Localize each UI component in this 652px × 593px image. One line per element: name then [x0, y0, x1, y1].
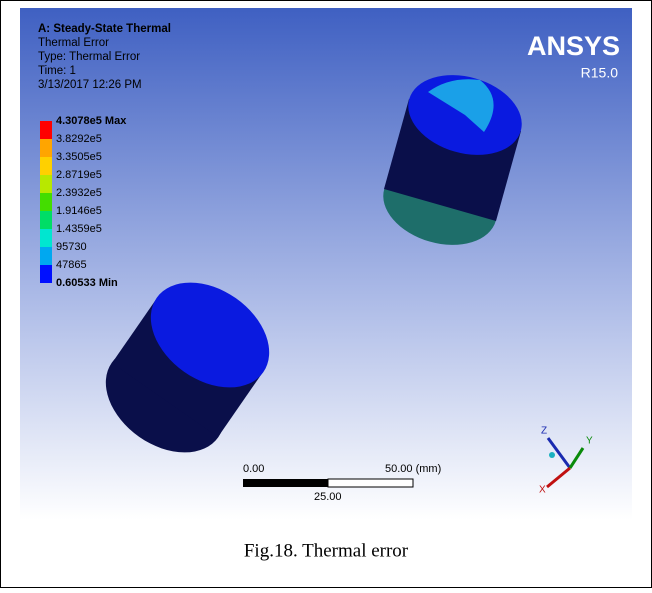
- page: A: Steady-State Thermal Thermal Error Ty…: [0, 0, 652, 588]
- scale-bar-dark: [243, 479, 328, 487]
- axis-label: Y: [586, 436, 593, 447]
- legend-swatch: [40, 175, 52, 193]
- logo: ANSYS: [527, 31, 620, 61]
- axis-label: Z: [541, 426, 547, 437]
- scale-label: 25.00: [314, 491, 342, 503]
- scale-bar-light: [328, 479, 413, 487]
- header-line: Time: 1: [38, 65, 76, 77]
- caption: Fig.18. Thermal error: [244, 540, 409, 561]
- legend-label: 47865: [56, 259, 87, 271]
- legend-swatch: [40, 229, 52, 247]
- version: R15.0: [581, 65, 619, 81]
- header-line: Type: Thermal Error: [38, 51, 140, 63]
- legend-swatch: [40, 265, 52, 283]
- legend-label: 2.8719e5: [56, 169, 102, 181]
- legend-min: 0.60533 Min: [56, 277, 118, 289]
- legend-swatch: [40, 211, 52, 229]
- legend-swatch: [40, 121, 52, 139]
- legend-swatch: [40, 247, 52, 265]
- header-line: Thermal Error: [38, 37, 109, 49]
- triad-dot: [549, 452, 555, 458]
- legend-label: 1.4359e5: [56, 223, 102, 235]
- legend-label: 2.3932e5: [56, 187, 102, 199]
- legend-label: 3.8292e5: [56, 133, 102, 145]
- legend-label: 95730: [56, 241, 87, 253]
- legend-max: 4.3078e5 Max: [56, 115, 127, 127]
- analysis-title: A: Steady-State Thermal: [38, 23, 171, 35]
- legend-swatch: [40, 157, 52, 175]
- header-line: 3/13/2017 12:26 PM: [38, 79, 142, 91]
- legend-label: 3.3505e5: [56, 151, 102, 163]
- legend-label: 1.9146e5: [56, 205, 102, 217]
- legend-swatch: [40, 193, 52, 211]
- axis-label: X: [539, 485, 546, 496]
- legend-swatch: [40, 139, 52, 157]
- scale-label: 0.00: [243, 463, 264, 475]
- scale-label: 50.00 (mm): [385, 463, 441, 475]
